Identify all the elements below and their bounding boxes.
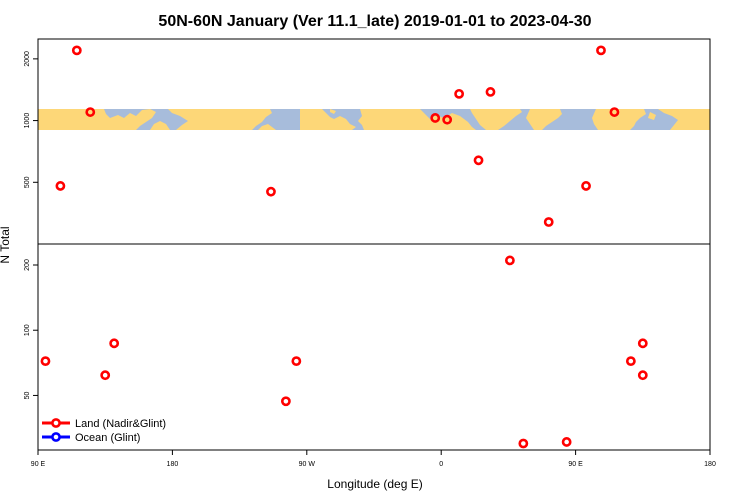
map-land-7 [470,109,522,130]
legend: Land (Nadir&Glint) Ocean (Glint) [42,418,166,444]
map-land-8 [526,109,562,130]
data-point [561,437,572,447]
y-axis-lower: 50 100 200 [24,259,38,399]
x-tick-label: 90 E [568,461,583,468]
map-land-6 [358,109,476,130]
map-land-11 [658,109,710,130]
legend-marker [51,432,61,442]
y-lower-tick-label: 100 [24,324,31,336]
map-land-1 [150,121,170,130]
x-tick-label: 180 [167,461,179,468]
x-axis-label: Longitude (deg E) [327,477,422,491]
y-lower-tick-label: 50 [24,391,31,399]
data-point [473,155,484,166]
data-point [109,338,120,349]
data-point [625,356,636,367]
data-point [100,370,111,381]
map-land-5 [330,109,336,114]
y-upper-tick-label: 2000 [24,51,31,67]
map-land-3 [258,124,276,130]
data-point [280,396,291,407]
y-axis-upper: 500 1000 2000 [24,51,38,188]
data-point [504,255,515,266]
data-point [485,87,496,97]
map-strip [38,109,710,130]
legend-marker [51,418,61,428]
y-lower-tick-label: 200 [24,259,31,271]
legend-label: Ocean (Glint) [75,432,140,444]
data-point [266,186,276,197]
data-point [291,356,302,367]
upper-panel-frame [37,38,711,245]
data-point [543,217,554,227]
map-land-12 [676,122,692,130]
legend-label: Land (Nadir&Glint) [75,418,166,430]
data-point [40,356,51,367]
lower-panel-frame [37,243,711,451]
data-point [581,181,591,191]
map-land-2 [168,109,272,130]
data-point [609,107,620,117]
y-axis-label: N Total [0,226,12,263]
data-point [55,181,66,191]
data-point [71,45,82,56]
data-point [637,370,648,381]
x-axis: 90 E 180 90 W 0 90 E 180 [31,450,716,468]
map-land-0 [38,109,156,130]
x-tick-label: 90 E [31,461,46,468]
y-upper-tick-label: 500 [24,176,31,188]
x-tick-label: 180 [704,461,716,468]
data-point [596,45,606,56]
data-point [454,88,465,99]
data-point [85,107,96,117]
chart-title: 50N-60N January (Ver 11.1_late) 2019-01-… [158,13,591,30]
data-point [442,114,453,125]
map-land-4 [300,109,356,130]
map-land-9 [592,109,646,130]
data-points [40,45,648,449]
x-tick-label: 0 [439,461,443,468]
y-upper-tick-label: 1000 [24,113,31,129]
data-point [518,438,529,449]
x-tick-label: 90 W [299,461,316,468]
data-point [430,113,441,123]
data-point [637,338,648,349]
map-land-10 [648,112,656,120]
